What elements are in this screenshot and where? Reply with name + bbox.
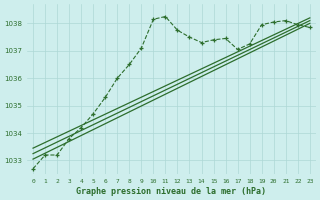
X-axis label: Graphe pression niveau de la mer (hPa): Graphe pression niveau de la mer (hPa) (76, 187, 267, 196)
